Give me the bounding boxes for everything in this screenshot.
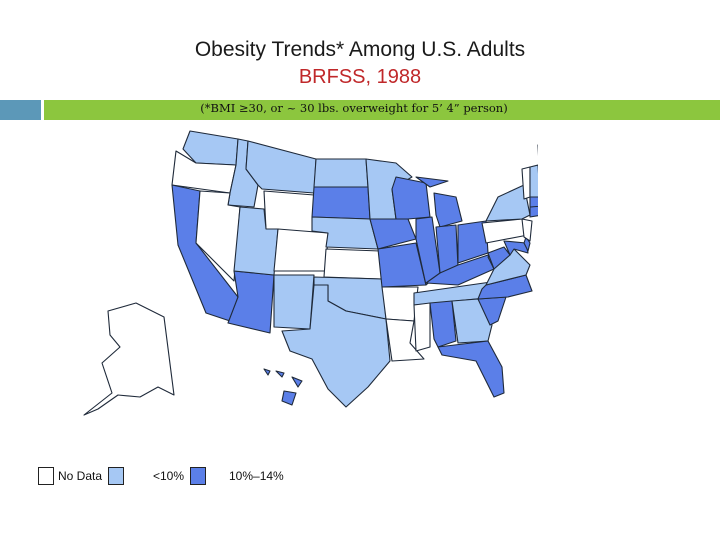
- state-ms: [413, 302, 431, 352]
- state-fl: [437, 340, 505, 398]
- state-de: [523, 236, 531, 252]
- page-title: Obesity Trends* Among U.S. Adults: [194, 38, 526, 61]
- legend-label-lt10: <10%: [153, 469, 185, 483]
- state-pa: [481, 218, 529, 244]
- state-tx: [281, 284, 391, 408]
- state-ma: [529, 195, 538, 208]
- state-nj: [521, 218, 533, 242]
- legend-swatch-lt10: [108, 467, 124, 485]
- state-ak: [83, 302, 175, 416]
- state-nd: [313, 158, 369, 188]
- legend-swatch-10-14: [190, 467, 206, 485]
- accent-bar-right: [44, 100, 720, 120]
- state-mi: [415, 176, 463, 228]
- state-ct: [529, 205, 538, 218]
- bmi-footnote: (*BMI ≥30, or ~ 30 lbs. overweight for 5…: [200, 101, 508, 115]
- state-in: [435, 224, 459, 274]
- state-ky: [425, 254, 495, 286]
- state-vt: [521, 166, 531, 200]
- state-md: [503, 240, 529, 256]
- state-sd: [311, 186, 371, 220]
- us-obesity-map: [83, 130, 538, 416]
- legend-label-10-14: 10%–14%: [229, 469, 284, 483]
- state-nh: [529, 164, 538, 198]
- state-nm: [273, 274, 315, 330]
- state-ar: [381, 286, 419, 322]
- state-co: [273, 228, 329, 272]
- state-wy: [263, 190, 315, 234]
- state-al: [429, 300, 457, 348]
- state-ks: [323, 248, 383, 280]
- legend-label-no-data: No Data: [58, 469, 103, 483]
- state-hi: [263, 368, 303, 406]
- accent-bar-left: [0, 100, 41, 120]
- state-ny: [485, 184, 531, 222]
- legend-swatch-no-data: [38, 467, 54, 485]
- state-ga: [451, 298, 493, 344]
- page-subtitle: BRFSS, 1988: [298, 66, 422, 88]
